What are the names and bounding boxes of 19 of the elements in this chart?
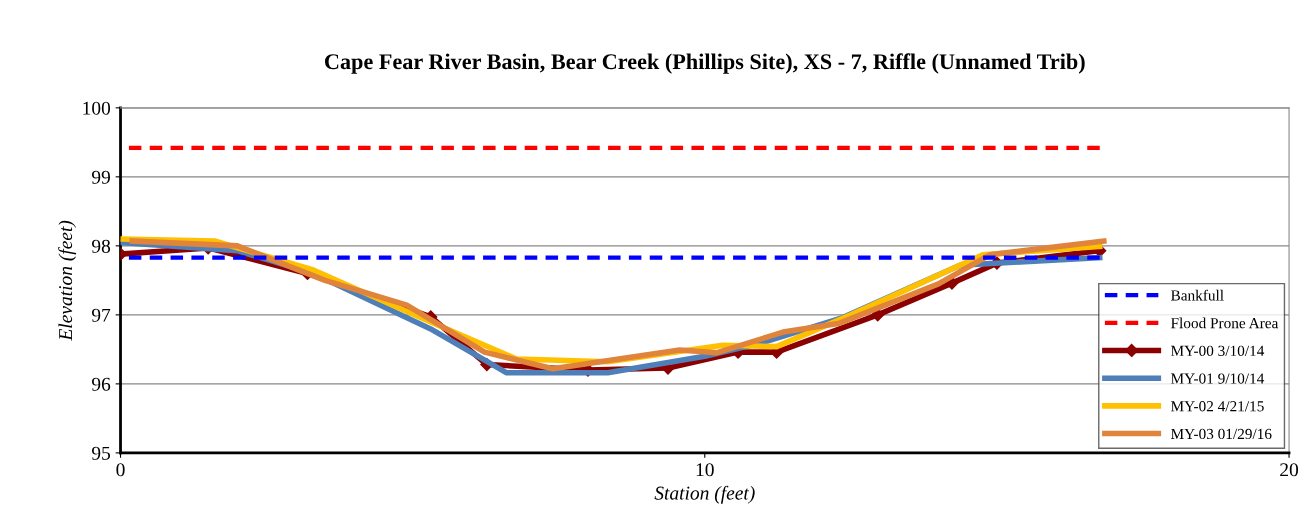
- legend-label: MY-02 4/21/15: [1171, 401, 1264, 412]
- point: [871, 308, 885, 322]
- legend-label: Flood Prone Area: [1171, 317, 1279, 329]
- y-tick-label: 99: [91, 170, 110, 184]
- x-tick-label: 0: [116, 463, 125, 477]
- legend-label: Bankfull: [1171, 289, 1224, 301]
- y-tick-label: 95: [91, 446, 111, 460]
- x-tick-label: 20: [1280, 463, 1299, 477]
- y-axis-title: Elevation (feet): [58, 220, 77, 341]
- chart-title: Cape Fear River Basin, Bear Creek (Phillips Site), XS - 7, Riffle (Unnamed Trib): [324, 53, 1085, 74]
- legend-label: MY-03 01/29/16: [1171, 428, 1272, 440]
- y-tick-label: 97: [91, 308, 111, 322]
- x-tick-label: 10: [696, 463, 714, 477]
- y-tick-label: 100: [83, 101, 111, 115]
- y-tick-label: 98: [91, 239, 111, 253]
- x-axis-title: Station (feet): [654, 485, 755, 504]
- legend-label: MY-01 9/10/14: [1171, 373, 1265, 384]
- y-tick-label: 96: [91, 377, 111, 391]
- legend-label: MY-00 3/10/14: [1171, 345, 1265, 356]
